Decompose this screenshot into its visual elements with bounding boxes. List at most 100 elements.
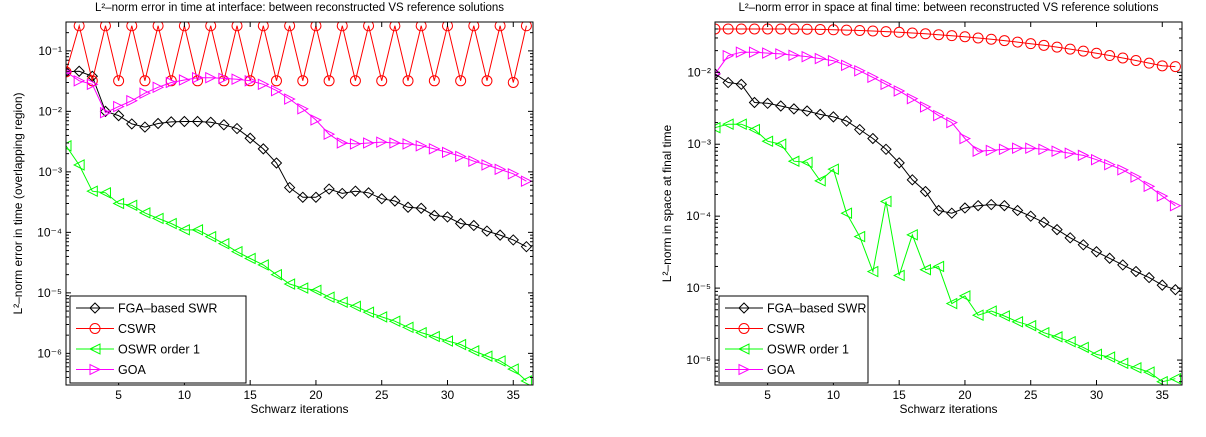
data-point (854, 24, 866, 36)
data-point (493, 355, 506, 367)
data-point (441, 22, 453, 32)
data-point (801, 50, 814, 63)
data-point (230, 245, 243, 258)
data-point (761, 135, 774, 148)
data-point (152, 22, 164, 32)
data-point (178, 22, 190, 32)
data-point (205, 71, 217, 84)
chart-title: L²–norm error in space at final time: be… (739, 2, 1159, 14)
data-point (309, 284, 322, 297)
data-point (415, 326, 427, 339)
legend-label: OSWR order 1 (767, 343, 849, 357)
data-point (441, 335, 453, 347)
data-point (441, 211, 454, 223)
data-point (1117, 164, 1129, 176)
data-point (867, 25, 879, 37)
data-point (945, 297, 958, 310)
data-point (86, 185, 98, 197)
series-circle (66, 22, 532, 88)
data-point (297, 191, 309, 203)
x-tick-label: 25 (1024, 388, 1038, 402)
data-point (520, 375, 532, 385)
data-point (854, 64, 866, 77)
data-point (906, 27, 918, 39)
data-point (1090, 348, 1102, 361)
data-point (1025, 38, 1037, 50)
x-tick-label: 10 (827, 388, 841, 402)
data-point (389, 22, 401, 32)
data-point (336, 296, 348, 309)
data-point (270, 84, 283, 97)
data-point (1090, 246, 1103, 258)
legend-item: FGA–based SWR (76, 302, 217, 316)
data-point (428, 143, 441, 155)
data-point (761, 97, 774, 110)
data-point (762, 47, 774, 59)
y-tick-label: 10⁻⁴ (686, 209, 711, 223)
data-point (467, 345, 480, 357)
data-point (415, 202, 427, 214)
data-point (775, 48, 787, 60)
data-point (972, 145, 985, 158)
data-point (1064, 147, 1077, 160)
data-point (722, 23, 734, 35)
data-point (310, 114, 323, 126)
data-point (125, 199, 138, 212)
data-point (1090, 47, 1102, 59)
data-point (919, 185, 932, 198)
data-point (494, 163, 507, 176)
x-tick-label: 5 (764, 388, 771, 402)
legend-label: CSWR (767, 322, 805, 336)
data-point (388, 315, 401, 328)
data-point (66, 66, 72, 78)
legend-box (718, 295, 869, 384)
data-point (349, 185, 362, 197)
data-point (774, 138, 787, 151)
data-point (788, 49, 801, 62)
data-point (112, 109, 125, 122)
legend-label: GOA (767, 363, 795, 377)
data-point (722, 49, 735, 62)
data-point (363, 137, 375, 149)
data-point (985, 305, 997, 317)
data-point (310, 22, 322, 32)
data-point (775, 23, 787, 35)
data-point (867, 132, 879, 145)
data-point (270, 268, 282, 281)
legend-marker (89, 302, 101, 314)
data-point (362, 306, 375, 318)
data-point (112, 197, 125, 210)
plot-frame (714, 21, 1183, 386)
data-point (972, 32, 984, 44)
data-point (415, 22, 427, 32)
y-tick-label: 10⁻³ (38, 165, 62, 179)
legend-marker (738, 323, 750, 334)
data-point (1077, 149, 1090, 162)
legend: FGA–based SWR CSWR OSWR order 1 GOA (718, 295, 869, 384)
y-tick-label: 10⁻⁴ (37, 225, 62, 239)
legend-item: CSWR (725, 322, 805, 336)
data-point (99, 22, 111, 32)
data-point (507, 77, 519, 88)
chart-panel-1: L²–norm error in time at interface: betw… (11, 2, 534, 416)
data-point (879, 195, 892, 208)
data-point (151, 212, 164, 225)
data-point (1090, 153, 1103, 166)
data-point (1077, 45, 1089, 57)
data-point (1169, 199, 1182, 212)
data-point (1156, 190, 1169, 202)
data-point (284, 93, 296, 105)
data-point (284, 22, 296, 32)
data-point (814, 52, 827, 65)
data-point (192, 71, 204, 84)
data-point (1169, 284, 1182, 296)
data-point (748, 23, 760, 35)
series-line (66, 23, 527, 83)
y-tick-label: 10⁻⁶ (686, 353, 711, 367)
data-point (959, 202, 971, 214)
legend-marker (738, 302, 750, 314)
data-point (178, 115, 191, 128)
x-tick-label: 15 (892, 388, 906, 402)
data-point (1169, 61, 1181, 73)
